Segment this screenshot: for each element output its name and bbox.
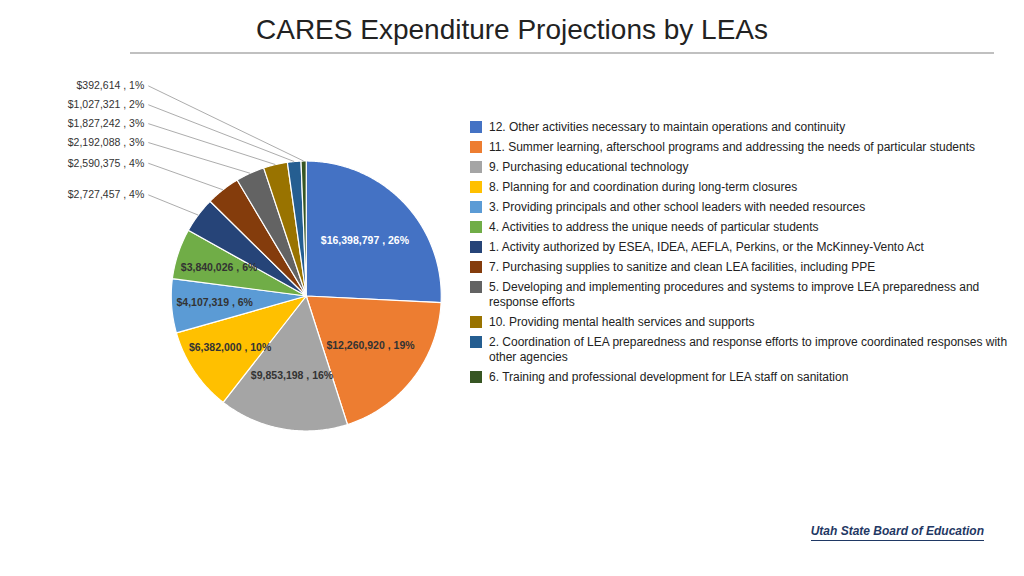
svg-text:$6,382,000 , 10%: $6,382,000 , 10% xyxy=(189,341,272,353)
svg-text:$392,614 , 1%: $392,614 , 1% xyxy=(77,79,145,91)
svg-text:$4,107,319 , 6%: $4,107,319 , 6% xyxy=(176,296,253,308)
svg-text:$1,027,321 , 2%: $1,027,321 , 2% xyxy=(68,98,144,110)
html-text:3. Providing principals and ot: 3. Providing principals and other school… xyxy=(489,199,866,214)
html-text:2. Coordination of LEA prepare: 2. Coordination of LEA preparedness and … xyxy=(489,334,1008,364)
svg-text:$12,260,920 , 19%: $12,260,920 , 19% xyxy=(326,339,415,351)
html-text:9. Purchasing educational tech: 9. Purchasing educational technology xyxy=(489,159,689,174)
html-text:12. Other activities necessary: 12. Other activities necessary to mainta… xyxy=(489,119,846,134)
svg-text:$2,590,375 , 4%: $2,590,375 , 4% xyxy=(68,157,144,169)
html-text:10. Providing mental health se: 10. Providing mental health services and… xyxy=(489,314,755,329)
svg-text:$16,398,797 , 26%: $16,398,797 , 26% xyxy=(321,234,410,246)
svg-text:$9,853,198 , 16%: $9,853,198 , 16% xyxy=(251,369,334,381)
html-text:6. Training and professional d: 6. Training and professional development… xyxy=(489,369,849,384)
svg-text:$3,840,026 , 6%: $3,840,026 , 6% xyxy=(181,261,258,273)
html-text:8. Planning for and coordinati: 8. Planning for and coordination during … xyxy=(489,179,798,194)
svg-text:$2,727,457 , 4%: $2,727,457 , 4% xyxy=(68,188,144,200)
html-text:CARES Expenditure Projections: CARES Expenditure Projections by LEAs xyxy=(256,14,768,45)
html-text:1. Activity authorized by ESEA: 1. Activity authorized by ESEA, IDEA, AE… xyxy=(489,239,924,254)
html-text:5. Developing and implementing: 5. Developing and implementing procedure… xyxy=(489,279,980,309)
svg-text:$2,192,088 , 3%: $2,192,088 , 3% xyxy=(68,136,144,148)
svg-text:$1,827,242 , 3%: $1,827,242 , 3% xyxy=(68,117,144,129)
html-text:7. Purchasing supplies to sani: 7. Purchasing supplies to sanitize and c… xyxy=(489,259,876,274)
html-text:4. Activities to address the u: 4. Activities to address the unique need… xyxy=(489,219,819,234)
html-text:Utah State Board of Education: Utah State Board of Education xyxy=(810,524,984,538)
html-text:11. Summer learning, afterscho: 11. Summer learning, afterschool program… xyxy=(489,139,975,154)
